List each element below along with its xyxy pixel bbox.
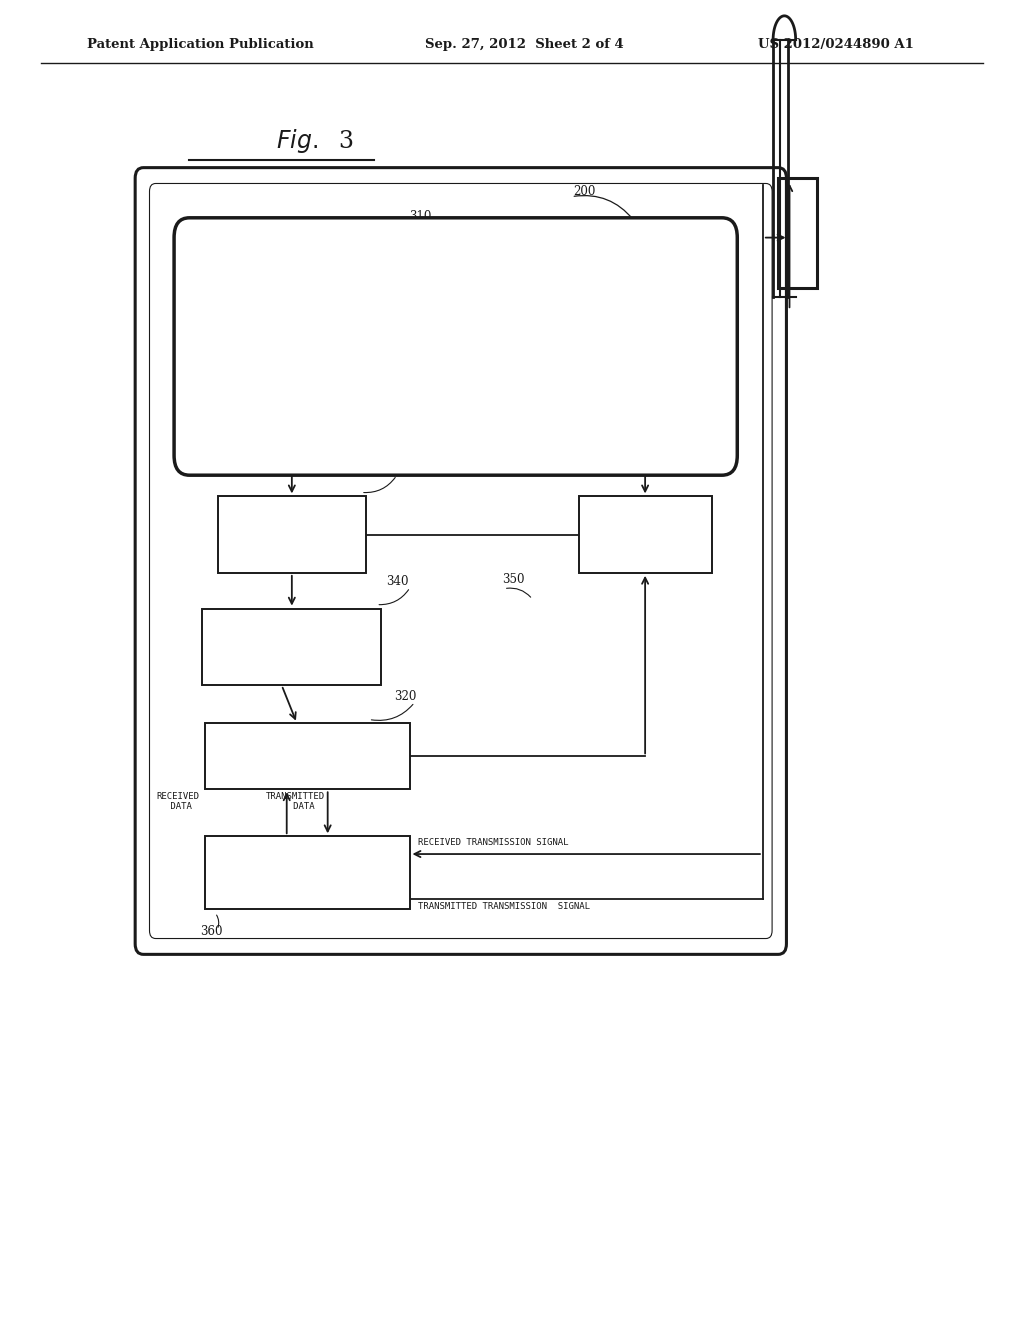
- Text: US 2012/0244890 A1: US 2012/0244890 A1: [758, 38, 913, 51]
- Text: 350: 350: [502, 573, 524, 586]
- Text: 340: 340: [386, 574, 409, 587]
- Text: Patent Application Publication: Patent Application Publication: [87, 38, 313, 51]
- Text: INPUT-TO-TEXT
CONVERTER: INPUT-TO-TEXT CONVERTER: [251, 636, 333, 657]
- Text: RECEIVED
 DATA: RECEIVED DATA: [157, 792, 200, 810]
- Text: TRANSMITTED
   DATA: TRANSMITTED DATA: [266, 792, 326, 810]
- FancyBboxPatch shape: [205, 837, 410, 908]
- Text: 320: 320: [394, 689, 417, 702]
- FancyBboxPatch shape: [135, 168, 786, 954]
- Text: TOUCH - SENSITIVE
 DISPLAY SCREEN: TOUCH - SENSITIVE DISPLAY SCREEN: [409, 339, 523, 360]
- FancyBboxPatch shape: [174, 218, 737, 475]
- Text: INPUT
DETECTOR: INPUT DETECTOR: [267, 524, 316, 545]
- Text: 330: 330: [377, 462, 398, 475]
- Text: TRANSMITTED TRANSMISSION  SIGNAL: TRANSMITTED TRANSMISSION SIGNAL: [418, 902, 590, 911]
- FancyBboxPatch shape: [205, 723, 410, 789]
- FancyBboxPatch shape: [202, 609, 381, 685]
- Text: 360: 360: [200, 925, 222, 939]
- Text: APPLICATION MODULE: APPLICATION MODULE: [251, 751, 364, 762]
- FancyBboxPatch shape: [579, 496, 712, 573]
- Text: 200: 200: [573, 185, 596, 198]
- Text: RECEIVED TRANSMISSION SIGNAL: RECEIVED TRANSMISSION SIGNAL: [418, 838, 568, 847]
- Text: Sep. 27, 2012  Sheet 2 of 4: Sep. 27, 2012 Sheet 2 of 4: [425, 38, 624, 51]
- Text: $\mathit{Fig.}$  3: $\mathit{Fig.}$ 3: [276, 127, 354, 156]
- Text: COMMUNICATION
MODULE: COMMUNICATION MODULE: [266, 862, 348, 883]
- Text: SCREEN
DRIVER: SCREEN DRIVER: [627, 524, 664, 545]
- FancyBboxPatch shape: [217, 496, 366, 573]
- Text: 310: 310: [410, 210, 432, 223]
